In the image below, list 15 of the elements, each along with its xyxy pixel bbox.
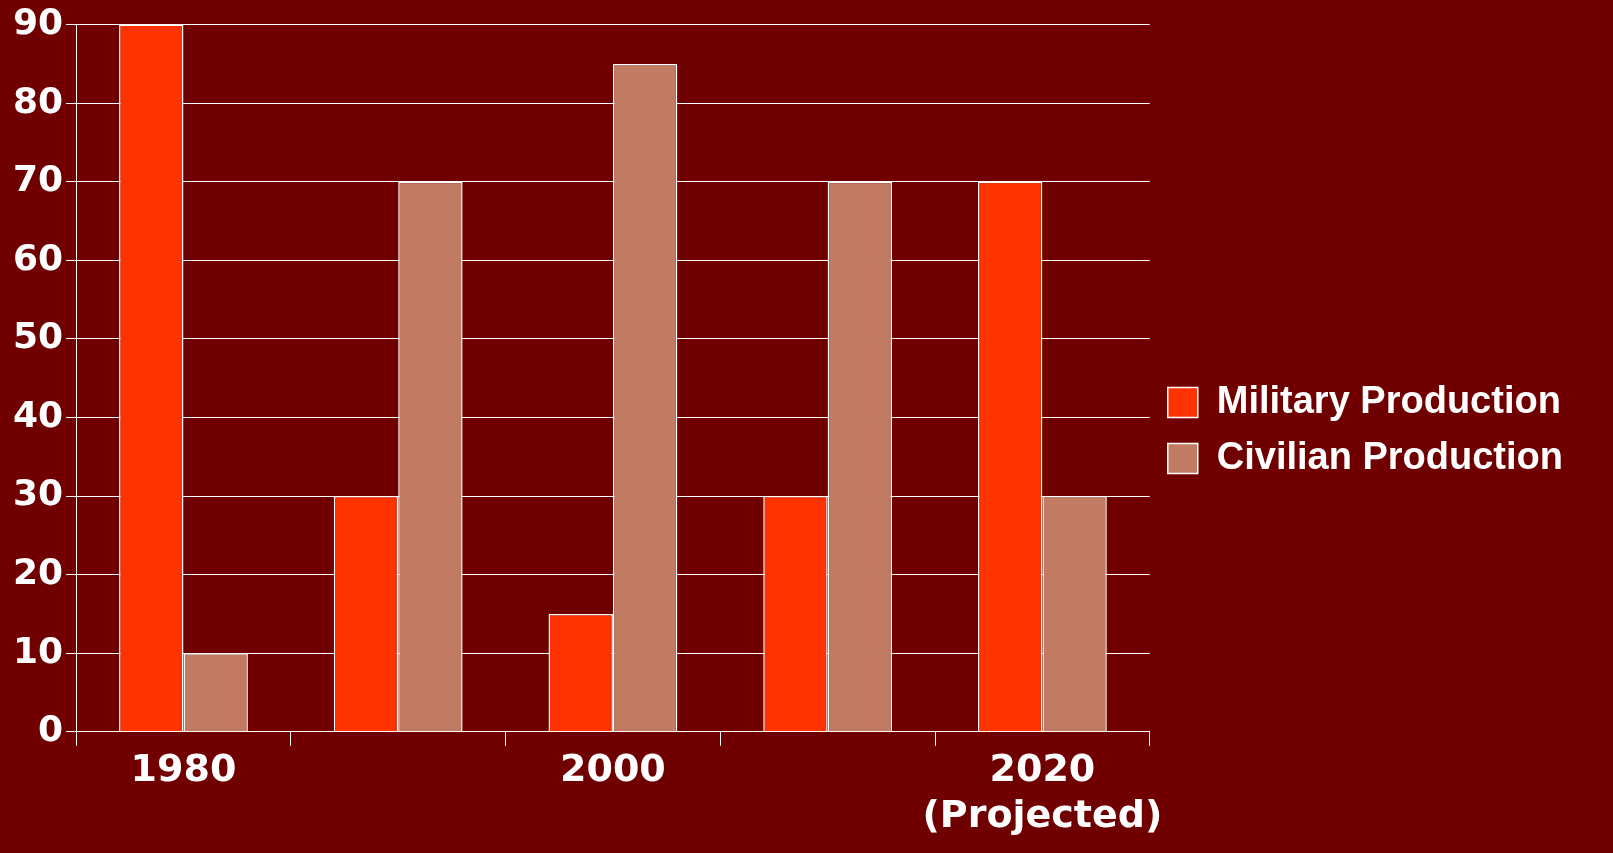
y-tick-label: 20 [12, 551, 64, 592]
y-tick-label: 40 [12, 393, 64, 435]
y-tick-label: 30 [12, 472, 64, 514]
x-tick-label: 2020 (Projected) [922, 746, 1163, 837]
y-tick-label: 50 [12, 315, 64, 357]
x-tick-label: 2000 [560, 746, 666, 791]
x-tick-label: 1980 [130, 746, 237, 791]
y-tick-label: 70 [12, 158, 64, 200]
legend-label: Military Production [1216, 378, 1561, 421]
y-tick-label: 0 [38, 708, 64, 750]
y-tick-label: 60 [12, 236, 64, 278]
y-tick-label: 80 [12, 79, 64, 121]
y-tick-label: 90 [12, 0, 64, 42]
y-tick-label: 10 [12, 629, 64, 671]
legend-label: Civilian Production [1216, 434, 1563, 477]
